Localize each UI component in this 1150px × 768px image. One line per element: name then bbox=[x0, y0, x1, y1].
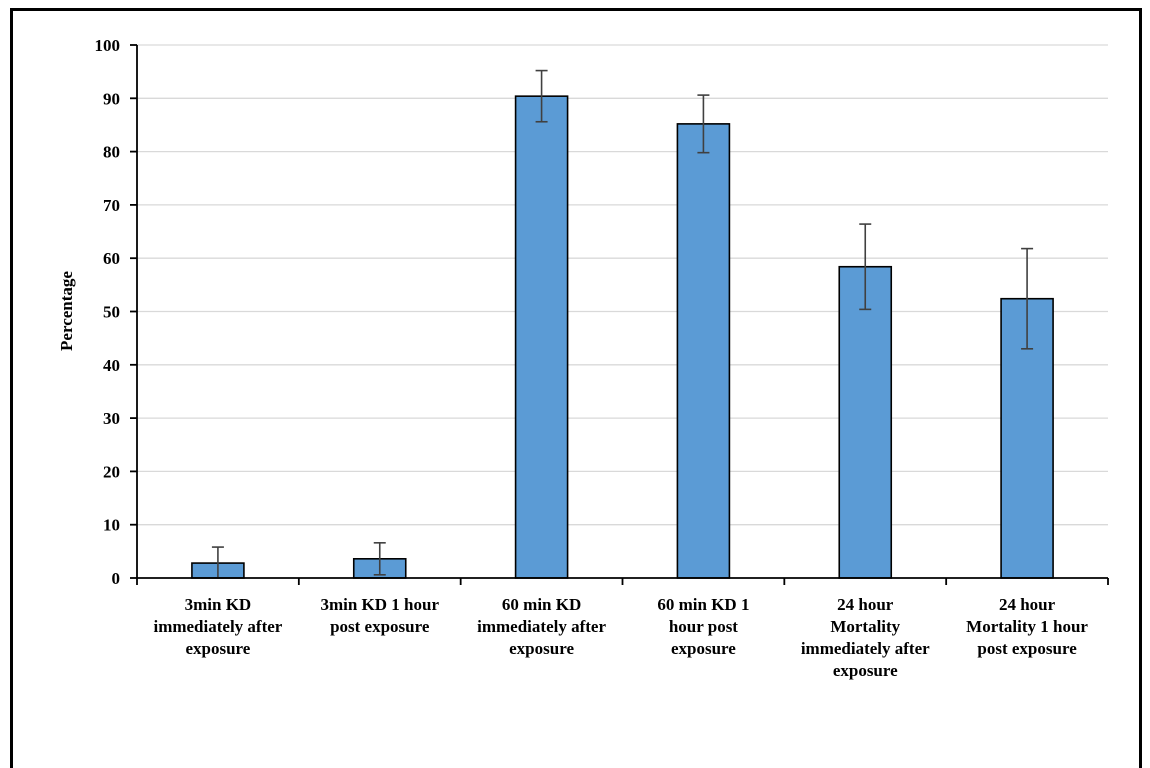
x-category-label-line: post exposure bbox=[330, 617, 430, 636]
y-tick-label: 40 bbox=[103, 356, 120, 375]
x-category-label: 60 min KD immediately after exposure bbox=[477, 595, 606, 658]
y-tick-label: 50 bbox=[103, 303, 120, 322]
x-category-labels: 3min KD immediately after exposure 3min KD … bbox=[153, 595, 1088, 680]
x-category-label: 3min KD immediately after exposure bbox=[153, 595, 282, 658]
x-category-label-line: immediately after bbox=[477, 617, 606, 636]
x-category-label: 60 min KD 1 hour post exposure bbox=[657, 595, 749, 658]
x-category-label-line: Mortality bbox=[830, 617, 900, 636]
x-category-label-line: post exposure bbox=[977, 639, 1077, 658]
x-category-label-line: immediately after bbox=[153, 617, 282, 636]
x-category-label-line: immediately after bbox=[801, 639, 930, 658]
error-bars bbox=[211, 69, 1034, 579]
x-category-label-line: 3min KD 1 hour bbox=[320, 595, 439, 614]
bars bbox=[191, 95, 1054, 579]
x-category-label-line: exposure bbox=[671, 639, 736, 658]
x-category-label-line: 24 hour bbox=[837, 595, 894, 614]
x-category-label-line: Mortality 1 hour bbox=[966, 617, 1088, 636]
x-category-label-line: 60 min KD 1 bbox=[657, 595, 749, 614]
x-category-label-line: exposure bbox=[185, 639, 250, 658]
y-tick-label: 70 bbox=[103, 196, 120, 215]
x-category-label: 24 hour Mortality immediately after exposur… bbox=[801, 595, 930, 680]
gridlines bbox=[137, 44, 1108, 526]
y-tick-label: 60 bbox=[103, 249, 120, 268]
axes bbox=[130, 44, 1109, 585]
y-tick-label: 30 bbox=[103, 409, 120, 428]
bar bbox=[838, 265, 893, 579]
x-category-label-line: 60 min KD bbox=[502, 595, 581, 614]
y-tick-label: 10 bbox=[103, 516, 120, 535]
x-category-label-line: hour post bbox=[669, 617, 738, 636]
x-category-label-line: 3min KD bbox=[185, 595, 252, 614]
y-axis-title: Percentage bbox=[57, 271, 76, 351]
y-tick-label: 0 bbox=[112, 569, 121, 588]
x-category-label: 3min KD 1 hour post exposure bbox=[320, 595, 439, 636]
y-tick-label: 80 bbox=[103, 143, 120, 162]
bar bbox=[514, 95, 569, 579]
x-category-label-line: 24 hour bbox=[999, 595, 1056, 614]
y-tick-labels: 0 10 20 30 40 50 60 70 80 90 100 bbox=[95, 36, 121, 588]
x-category-label: 24 hour Mortality 1 hour post exposure bbox=[966, 595, 1088, 658]
y-tick-label: 20 bbox=[103, 462, 120, 481]
x-category-label-line: exposure bbox=[509, 639, 574, 658]
bar bbox=[676, 123, 731, 579]
chart-frame bbox=[10, 8, 1142, 768]
x-category-label-line: exposure bbox=[833, 661, 898, 680]
y-tick-label: 100 bbox=[95, 36, 121, 55]
y-tick-label: 90 bbox=[103, 89, 120, 108]
